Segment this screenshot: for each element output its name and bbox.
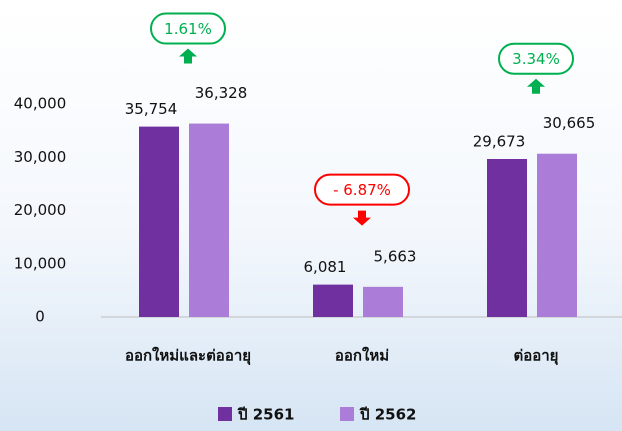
y-tick-label: 30,000 [14, 148, 67, 166]
legend-label: ปี 2562 [359, 406, 416, 424]
annotation-box [498, 42, 574, 75]
bar [487, 158, 527, 317]
annotation-arrow [353, 210, 371, 226]
bar [189, 123, 229, 317]
annotation-arrow [179, 48, 197, 64]
y-tick-label: 0 [35, 308, 45, 326]
annotation-box [314, 173, 410, 206]
bar [363, 286, 403, 317]
annotation-arrow [527, 78, 545, 94]
legend-label: ปี 2561 [237, 406, 294, 424]
annotation-text: - 6.87% [333, 181, 391, 199]
data-label: 5,663 [374, 247, 417, 265]
data-label: 30,665 [543, 114, 596, 132]
y-tick-label: 40,000 [14, 95, 67, 113]
data-label: 35,754 [125, 100, 178, 118]
data-label: 6,081 [304, 258, 347, 276]
x-tick-label: ออกใหม่ [335, 347, 389, 365]
annotation-text: 3.34% [512, 50, 560, 68]
bar [537, 153, 577, 317]
y-tick-label: 20,000 [14, 201, 67, 219]
bar [139, 126, 179, 317]
bar [313, 284, 353, 317]
x-tick-label: ต่ออายุ [514, 347, 559, 366]
legend-swatch [218, 407, 232, 421]
x-tick-label: ออกใหม่และต่ออายุ [125, 347, 251, 366]
legend-swatch [340, 407, 354, 421]
data-label: 36,328 [195, 84, 248, 102]
data-label: 29,673 [473, 132, 526, 150]
y-tick-label: 10,000 [14, 254, 67, 272]
annotation-text: 1.61% [164, 20, 212, 38]
annotation-box [150, 12, 226, 45]
